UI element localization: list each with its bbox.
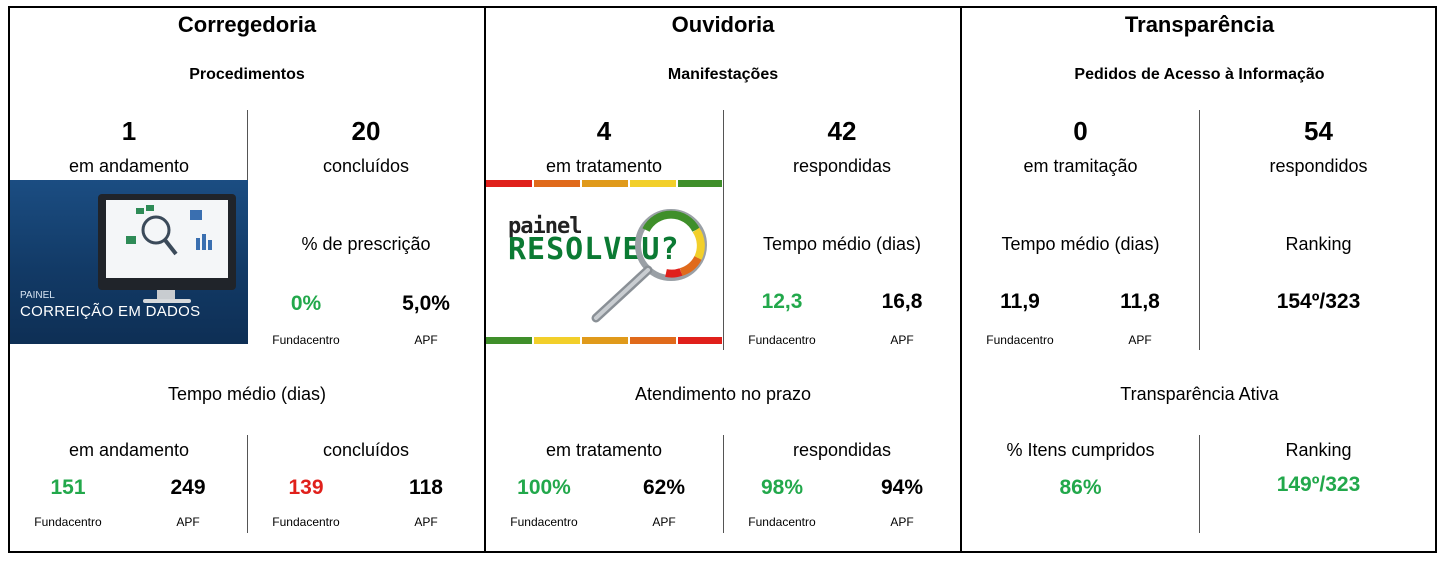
tempo-concluidos-fundacentro-value: 139 [288,476,324,499]
em-andamento-count: 1 [121,116,137,146]
apf-label: APF [1128,333,1152,347]
gauge-magnifier-icon [591,209,707,323]
respondidas-count: 42 [827,116,857,146]
tempo-concluidos-apf-value: 118 [409,476,443,499]
fundacentro-label: Fundacentro [748,333,816,347]
tempo-fundacentro-value: 11,9 [1000,290,1040,313]
prescricao-apf-value: 5,0% [402,292,450,315]
column-divider [247,435,248,533]
respondidos-count: 54 [1304,116,1333,146]
em-tratamento-label: em tratamento [545,156,663,176]
transparencia-ativa-title: Transparência Ativa [1120,384,1279,404]
column-divider [247,110,248,180]
column-divider [723,435,724,533]
em-tramitacao-label: em tramitação [1023,156,1138,176]
ativa-ranking-label: Ranking [1285,440,1352,460]
tempo-apf-value: 11,8 [1120,290,1160,313]
tempo-andamento-fundacentro-value: 151 [50,476,86,499]
apf-label: APF [414,515,438,529]
ativa-ranking-value: 149º/323 [1276,473,1361,496]
tempo-medio-label: Tempo médio (dias) [762,234,922,254]
apf-label: APF [176,515,200,529]
fundacentro-label: Fundacentro [272,333,340,347]
section-subtitle: Pedidos de Acesso à Informação [1074,66,1325,83]
section-title: Transparência [1124,12,1275,37]
section-subtitle: Manifestações [667,66,779,83]
column-divider [1199,110,1200,350]
section-subtitle: Procedimentos [189,66,305,83]
prazo-respondidas-fundacentro-value: 98% [760,476,804,499]
painel-correicao-image: PAINEL CORREIÇÃO EM DADOS [10,180,248,344]
fundacentro-label: Fundacentro [34,515,102,529]
itens-cumpridos-label: % Itens cumpridos [1006,440,1155,460]
apf-label: APF [890,333,914,347]
tempo-fundacentro-value: 12,3 [761,290,803,313]
column-divider [1199,435,1200,533]
magnifier-icon [126,205,212,256]
section-divider [960,6,962,553]
respondidas-label: respondidas [792,156,892,176]
prazo-em-tratamento-label: em tratamento [545,440,663,460]
prazo-respondidas-label: respondidas [792,440,892,460]
tempo-andamento-apf-value: 249 [170,476,206,499]
concluidos-label: concluídos [322,156,410,176]
respondidos-label: respondidos [1269,156,1368,176]
prescricao-fundacentro-value: 0% [290,292,322,315]
prazo-tratamento-apf-value: 62% [642,476,686,499]
apf-label: APF [414,333,438,347]
prazo-respondidas-apf-value: 94% [880,476,924,499]
dashboard-frame [8,6,1437,553]
tempo-em-andamento-label: em andamento [68,440,190,460]
em-andamento-label: em andamento [68,156,190,176]
em-tratamento-count: 4 [596,116,612,146]
apf-label: APF [890,515,914,529]
fundacentro-label: Fundacentro [272,515,340,529]
apf-label: APF [652,515,676,529]
tempo-concluidos-label: concluídos [322,440,410,460]
ranking-value: 154º/323 [1276,290,1361,313]
fundacentro-label: Fundacentro [986,333,1054,347]
column-divider [723,110,724,350]
prazo-tratamento-fundacentro-value: 100% [517,476,571,499]
concluidos-count: 20 [351,116,381,146]
fundacentro-label: Fundacentro [748,515,816,529]
section-title: Ouvidoria [671,12,775,37]
itens-cumpridos-value: 86% [1059,476,1102,499]
prescricao-label: % de prescrição [301,234,431,254]
tempo-medio-label: Tempo médio (dias) [1001,234,1160,254]
painel-resolveu-image: painel RESOLVEU? [486,180,722,344]
fundacentro-label: Fundacentro [510,515,578,529]
section-title: Corregedoria [177,12,317,37]
ranking-label: Ranking [1285,234,1352,254]
section-divider [484,6,486,553]
em-tramitacao-count: 0 [1073,116,1088,146]
atendimento-prazo-title: Atendimento no prazo [634,384,812,404]
tempo-apf-value: 16,8 [881,290,923,313]
tempo-medio-title: Tempo médio (dias) [167,384,327,404]
